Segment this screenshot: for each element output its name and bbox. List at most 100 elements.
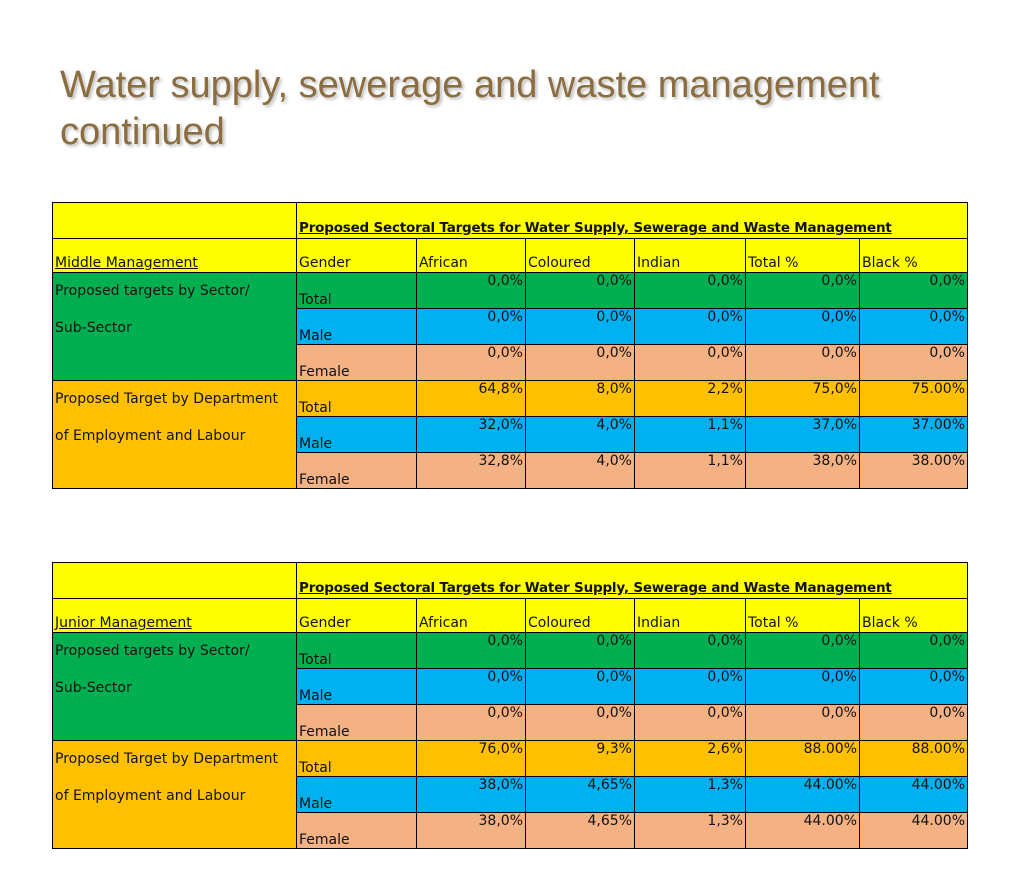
value-cell: 0,0%	[745, 272, 860, 309]
gender-cell: Male	[296, 668, 417, 705]
header-row: Junior Management Gender African Coloured In…	[52, 598, 968, 633]
value-cell: 0,0%	[416, 344, 526, 381]
value-cell: 0,0%	[525, 272, 635, 309]
column-header: Coloured	[525, 598, 635, 633]
gender-cell: Male	[296, 776, 417, 813]
value-cell: 32,8%	[416, 452, 526, 489]
group-label-line2: of Employment and Labour	[55, 788, 246, 804]
column-header: African	[416, 238, 526, 273]
value-cell: 32,0%	[416, 416, 526, 453]
value-cell: 2,6%	[634, 740, 746, 777]
column-header: Gender	[296, 238, 417, 273]
caption-row: Proposed Sectoral Targets for Water Supp…	[52, 562, 968, 599]
header-row: Middle Management Gender African Coloured In…	[52, 238, 968, 273]
value-cell: 44.00%	[745, 776, 860, 813]
value-cell: 0,0%	[634, 632, 746, 669]
value-cell: 37.00%	[859, 416, 968, 453]
value-cell: 0,0%	[745, 344, 860, 381]
column-header: Total %	[745, 598, 860, 633]
value-cell: 2,2%	[634, 380, 746, 417]
table-row: Proposed Target by Department of Employme…	[52, 380, 968, 489]
value-cell: 88.00%	[859, 740, 968, 777]
value-cell: 0,0%	[525, 308, 635, 345]
management-level-label: Junior Management	[52, 598, 297, 633]
group-label: Proposed Target by Department of Employme…	[52, 380, 297, 489]
junior-management-table: Proposed Sectoral Targets for Water Supp…	[52, 562, 968, 849]
value-cell: 38.00%	[859, 452, 968, 489]
value-cell: 0,0%	[416, 308, 526, 345]
column-header: Gender	[296, 598, 417, 633]
gender-cell: Total	[296, 272, 417, 309]
value-cell: 0,0%	[416, 272, 526, 309]
table-row: Proposed targets by Sector/Sub-Sector Tot…	[52, 632, 968, 741]
column-header: Black %	[859, 238, 968, 273]
table-row: Female 0,0% 0,0% 0,0% 0,0% 0,0%	[53, 704, 968, 741]
value-cell: 38,0%	[745, 452, 860, 489]
value-cell: 0,0%	[525, 668, 635, 705]
value-cell: 0,0%	[634, 344, 746, 381]
value-cell: 38,0%	[416, 812, 526, 849]
table-row: Female 38,0% 4,65% 1,3% 44.00% 44.00%	[53, 812, 968, 849]
value-cell: 76,0%	[416, 740, 526, 777]
value-cell: 88.00%	[745, 740, 860, 777]
slide-title: Water supply, sewerage and waste managem…	[60, 62, 960, 156]
column-header: Indian	[634, 238, 746, 273]
group-label: Proposed targets by Sector/Sub-Sector	[52, 632, 297, 741]
table-row: Proposed targets by Sector/Sub-Sector Tot…	[52, 272, 968, 381]
value-cell: 38,0%	[416, 776, 526, 813]
value-cell: 1,1%	[634, 452, 746, 489]
column-header: Black %	[859, 598, 968, 633]
column-header: Total %	[745, 238, 860, 273]
group-label: Proposed targets by Sector/Sub-Sector	[52, 272, 297, 381]
table-row: Female 0,0% 0,0% 0,0% 0,0% 0,0%	[53, 344, 968, 381]
group-label-line2: Sub-Sector	[55, 320, 132, 336]
group-label-line1: Proposed targets by Sector/	[55, 643, 250, 659]
group-label-line1: Proposed targets by Sector/	[55, 283, 250, 299]
table-row: Male 0,0% 0,0% 0,0% 0,0% 0,0%	[53, 308, 968, 345]
value-cell: 0,0%	[745, 668, 860, 705]
value-cell: 0,0%	[859, 344, 968, 381]
group-label-line2: of Employment and Labour	[55, 428, 246, 444]
value-cell: 9,3%	[525, 740, 635, 777]
value-cell: 44.00%	[859, 776, 968, 813]
caption-row: Proposed Sectoral Targets for Water Supp…	[52, 202, 968, 239]
value-cell: 8,0%	[525, 380, 635, 417]
column-header: African	[416, 598, 526, 633]
value-cell: 44.00%	[745, 812, 860, 849]
value-cell: 0,0%	[416, 704, 526, 741]
value-cell: 0,0%	[634, 668, 746, 705]
value-cell: 44.00%	[859, 812, 968, 849]
value-cell: 0,0%	[525, 344, 635, 381]
slide-title-line2: continued	[60, 111, 225, 153]
group-label-line1: Proposed Target by Department	[55, 391, 279, 407]
value-cell: 1,1%	[634, 416, 746, 453]
value-cell: 4,0%	[525, 416, 635, 453]
value-cell: 64,8%	[416, 380, 526, 417]
value-cell: 37,0%	[745, 416, 860, 453]
group-label: Proposed Target by Department of Employme…	[52, 740, 297, 849]
value-cell: 4,65%	[525, 812, 635, 849]
value-cell: 0,0%	[416, 668, 526, 705]
value-cell: 1,3%	[634, 776, 746, 813]
value-cell: 4,65%	[525, 776, 635, 813]
caption-spacer-cell	[52, 562, 297, 599]
table-caption: Proposed Sectoral Targets for Water Supp…	[296, 202, 968, 239]
value-cell: 4,0%	[525, 452, 635, 489]
value-cell: 0,0%	[859, 632, 968, 669]
gender-cell: Female	[296, 704, 417, 741]
table-row: Male 38,0% 4,65% 1,3% 44.00% 44.00%	[53, 776, 968, 813]
gender-cell: Male	[296, 416, 417, 453]
table-row: Male 0,0% 0,0% 0,0% 0,0% 0,0%	[53, 668, 968, 705]
gender-cell: Female	[296, 344, 417, 381]
value-cell: 0,0%	[745, 704, 860, 741]
table-row: Female 32,8% 4,0% 1,1% 38,0% 38.00%	[53, 452, 968, 489]
gender-cell: Male	[296, 308, 417, 345]
value-cell: 0,0%	[525, 704, 635, 741]
value-cell: 75,0%	[745, 380, 860, 417]
column-header: Coloured	[525, 238, 635, 273]
group-label-line2: Sub-Sector	[55, 680, 132, 696]
value-cell: 75.00%	[859, 380, 968, 417]
caption-spacer-cell	[52, 202, 297, 239]
table-caption: Proposed Sectoral Targets for Water Supp…	[296, 562, 968, 599]
management-level-label: Middle Management	[52, 238, 297, 273]
